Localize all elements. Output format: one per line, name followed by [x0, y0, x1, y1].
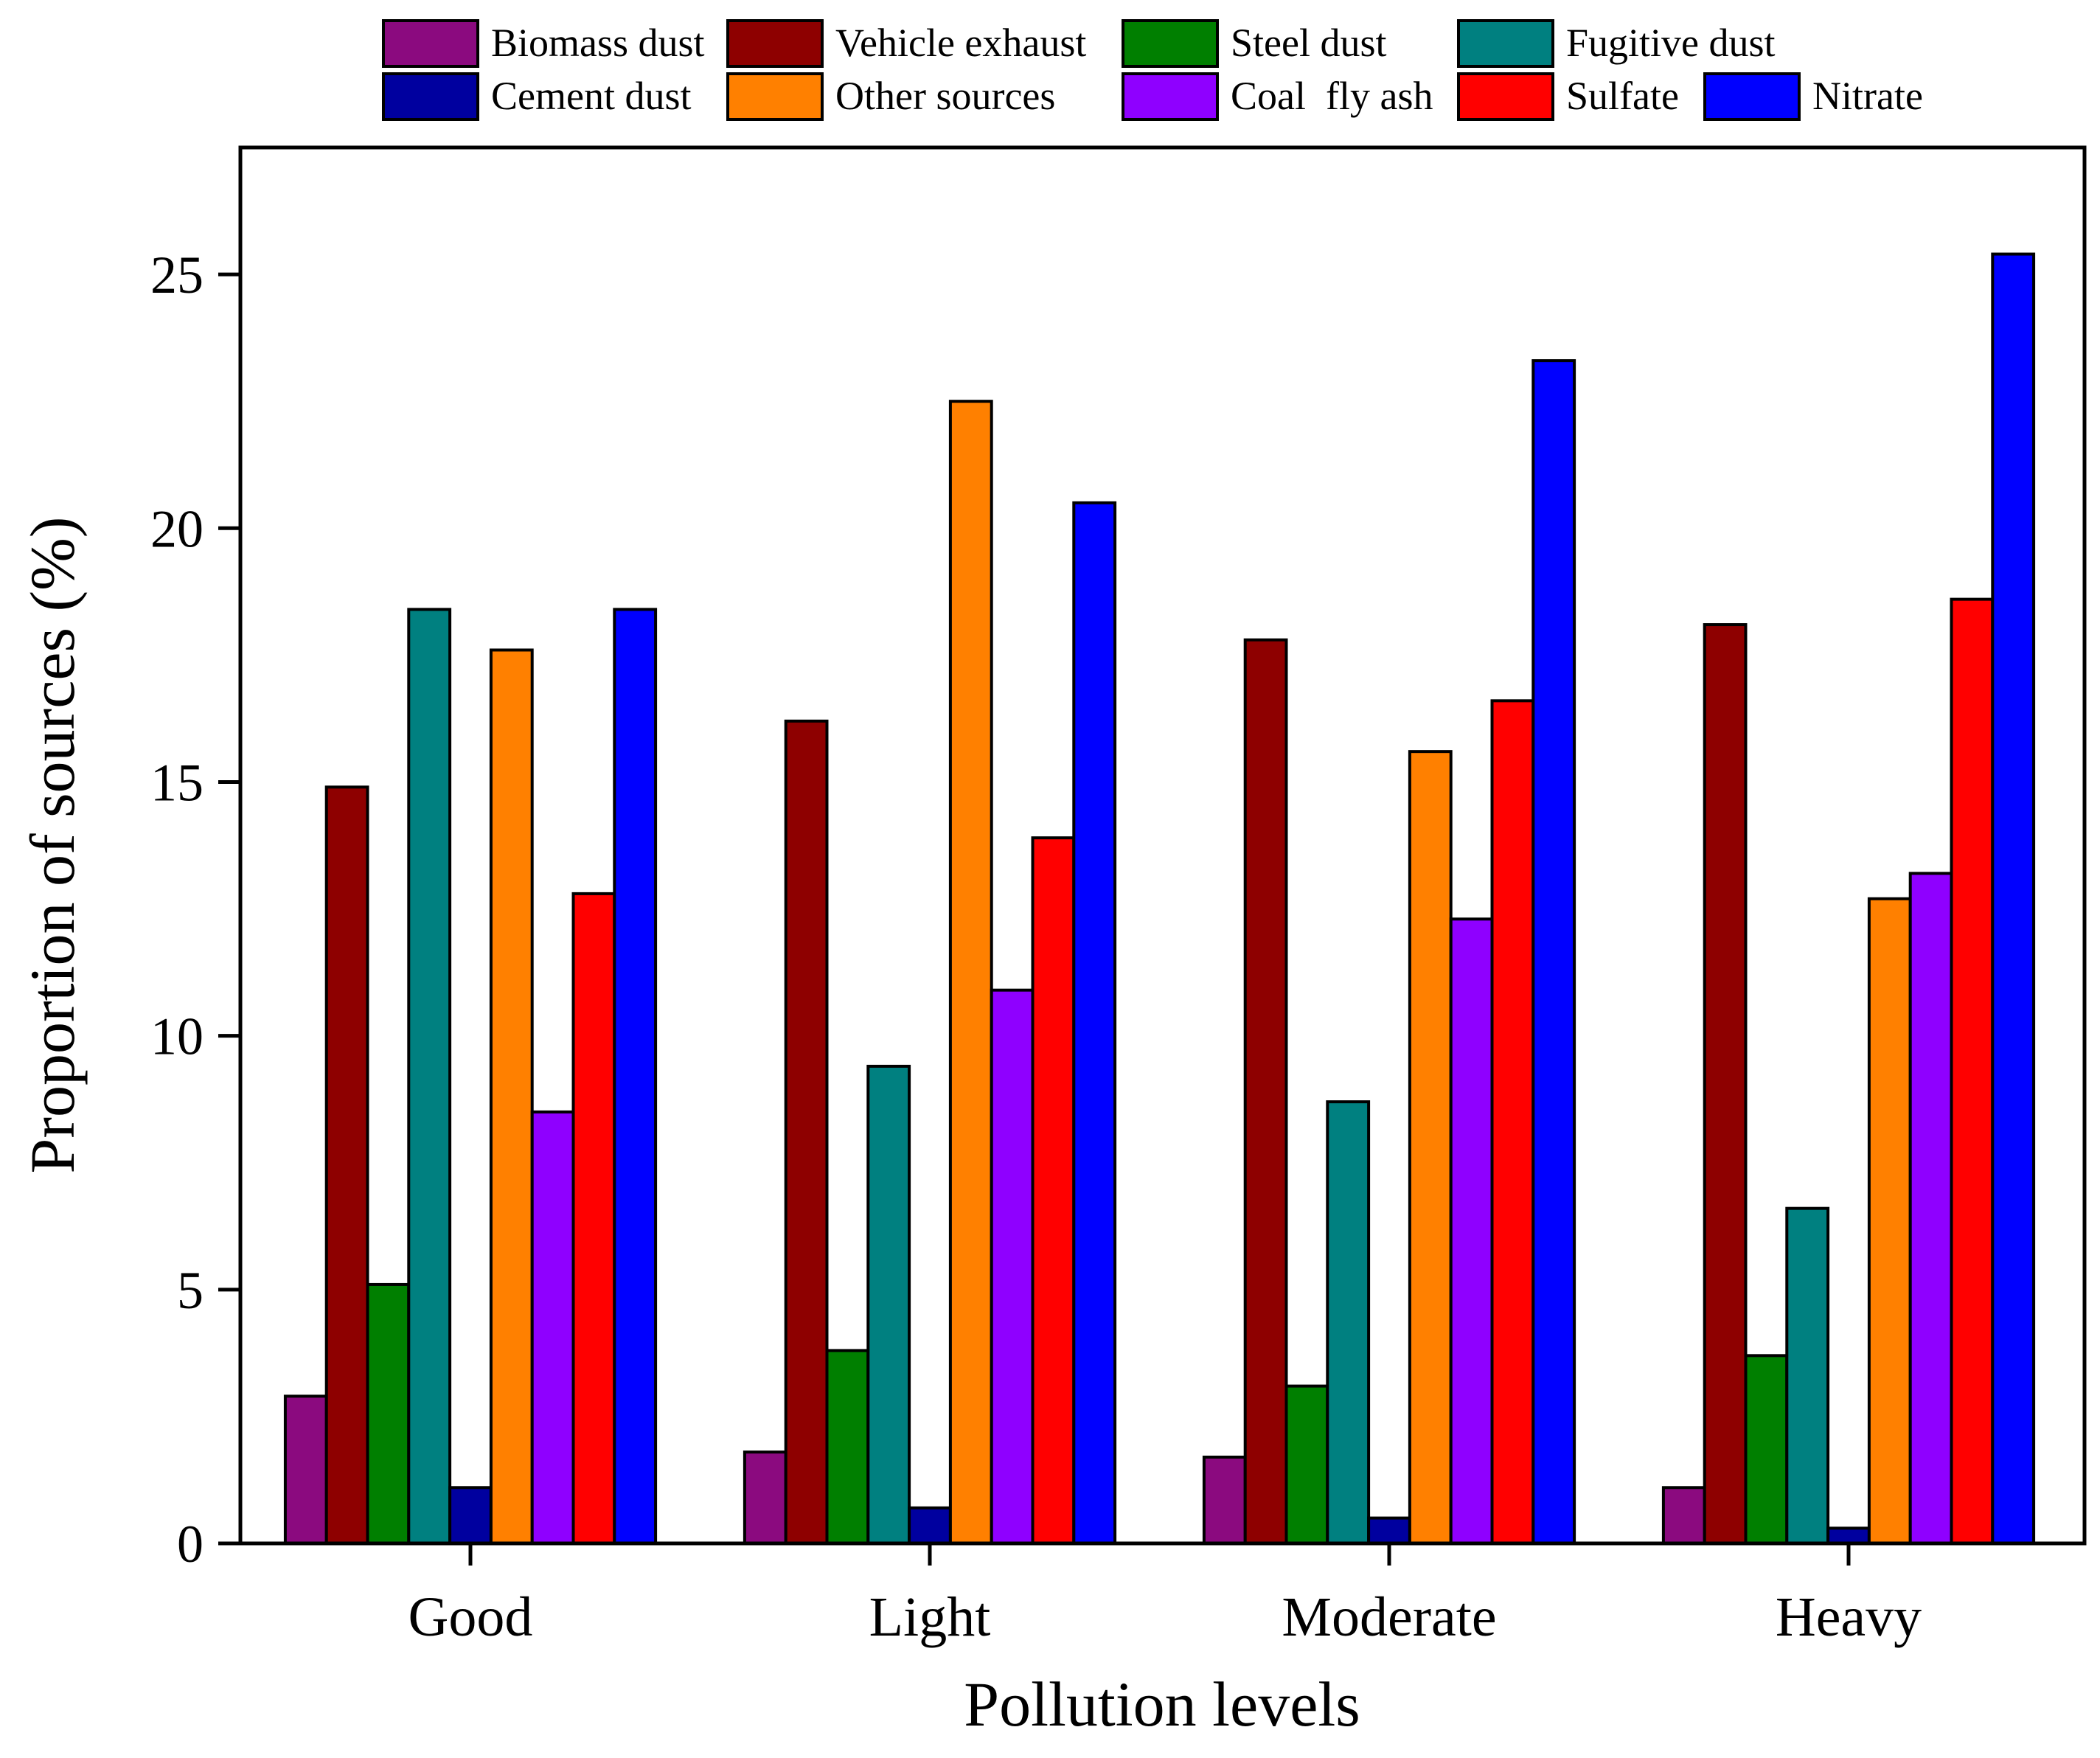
y-axis-title: Proportion of sources (%) — [17, 517, 88, 1174]
x-axis: Good Light Moderate Heavy — [408, 1543, 1922, 1648]
legend-label-vehicle-exhaust: Vehicle exhaust — [835, 21, 1086, 65]
bar-sulfate-heavy — [1950, 597, 1995, 1545]
bar-fugitive-dust-moderate — [1326, 1100, 1371, 1545]
y-tick-label-15: 15 — [150, 753, 204, 812]
bar-cement-dust-heavy — [1826, 1526, 1871, 1546]
legend-swatch-nitrate — [1703, 72, 1801, 121]
x-tick-label-good: Good — [408, 1586, 533, 1648]
legend-swatch-cement-dust — [382, 72, 479, 121]
bar-coal-fly-ash-moderate — [1449, 917, 1494, 1545]
bar-cement-dust-moderate — [1367, 1516, 1411, 1545]
bar-biomass-dust-good — [283, 1394, 328, 1545]
legend-label-other-sources: Other sources — [835, 74, 1055, 118]
y-axis: 0 5 10 15 20 25 — [150, 246, 240, 1574]
y-tick-label-0: 0 — [177, 1515, 204, 1574]
bar-steel-dust-good — [366, 1282, 411, 1546]
bar-sulfate-light — [1031, 836, 1076, 1545]
x-axis-title: Pollution levels — [964, 1669, 1360, 1740]
bar-cement-dust-light — [908, 1506, 952, 1546]
bar-biomass-dust-moderate — [1202, 1455, 1247, 1545]
y-tick-label-5: 5 — [177, 1261, 204, 1320]
x-tick-label-moderate: Moderate — [1282, 1586, 1496, 1648]
bar-fugitive-dust-heavy — [1785, 1206, 1830, 1546]
legend-label-nitrate: Nitrate — [1812, 74, 1923, 118]
bar-biomass-dust-light — [743, 1450, 788, 1546]
bar-other-sources-good — [489, 648, 534, 1545]
bar-vehicle-exhaust-good — [324, 785, 369, 1545]
y-tick-label-20: 20 — [150, 499, 204, 558]
legend-label-biomass-dust: Biomass dust — [491, 21, 705, 65]
legend-swatch-coal-fly-ash — [1122, 72, 1219, 121]
legend-swatch-biomass-dust — [382, 19, 479, 68]
x-tick-label-light: Light — [869, 1586, 991, 1648]
legend-swatch-sulfate — [1457, 72, 1554, 121]
bar-vehicle-exhaust-moderate — [1243, 638, 1288, 1545]
legend-label-sulfate: Sulfate — [1566, 74, 1679, 118]
y-tick-label-10: 10 — [150, 1007, 204, 1066]
legend-label-fugitive-dust: Fugitive dust — [1566, 21, 1776, 65]
bar-steel-dust-moderate — [1284, 1384, 1329, 1546]
bars — [283, 252, 2036, 1546]
legend-label-steel-dust: Steel dust — [1231, 21, 1387, 65]
bar-vehicle-exhaust-heavy — [1703, 623, 1748, 1546]
bar-nitrate-good — [613, 608, 658, 1545]
legend-swatch-steel-dust — [1122, 19, 1219, 68]
bar-steel-dust-light — [825, 1349, 870, 1546]
bar-other-sources-heavy — [1867, 897, 1912, 1545]
bar-nitrate-heavy — [1991, 252, 2036, 1545]
bar-other-sources-moderate — [1408, 750, 1453, 1545]
bar-sulfate-moderate — [1490, 699, 1535, 1545]
legend-label-cement-dust: Cement dust — [491, 74, 691, 118]
bar-other-sources-light — [948, 400, 993, 1546]
x-tick-label-heavy: Heavy — [1776, 1586, 1922, 1648]
bar-coal-fly-ash-good — [530, 1110, 575, 1545]
legend-label-coal-fly-ash: Coal fly ash — [1231, 74, 1433, 118]
legend: Biomass dust Vehicle exhaust Steel dust Fug… — [382, 19, 1923, 121]
bar-nitrate-light — [1072, 501, 1117, 1546]
y-tick-label-25: 25 — [150, 246, 204, 305]
bar-fugitive-dust-good — [407, 608, 452, 1545]
bar-nitrate-moderate — [1531, 359, 1576, 1546]
legend-swatch-vehicle-exhaust — [726, 19, 824, 68]
bar-cement-dust-good — [448, 1486, 493, 1546]
plot-frame — [238, 145, 2087, 1546]
legend-swatch-fugitive-dust — [1457, 19, 1554, 68]
bar-sulfate-good — [571, 892, 616, 1545]
bar-coal-fly-ash-heavy — [1908, 872, 1953, 1545]
legend-swatch-other-sources — [726, 72, 824, 121]
bar-fugitive-dust-light — [866, 1064, 911, 1546]
bar-vehicle-exhaust-light — [784, 719, 829, 1545]
bar-coal-fly-ash-light — [990, 988, 1035, 1545]
bar-steel-dust-heavy — [1744, 1354, 1789, 1545]
bar-biomass-dust-heavy — [1661, 1486, 1706, 1546]
